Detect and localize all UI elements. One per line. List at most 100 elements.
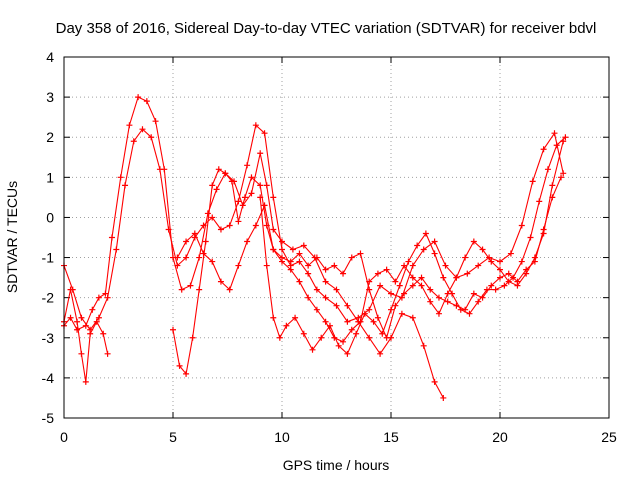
- data-point: [442, 262, 449, 269]
- data-point: [209, 182, 216, 189]
- y-tick-label: -5: [42, 410, 55, 426]
- data-point: [449, 290, 456, 297]
- data-point: [183, 238, 190, 245]
- data-point: [497, 266, 503, 273]
- data-point: [544, 166, 551, 173]
- data-point: [353, 330, 360, 337]
- data-point: [420, 246, 427, 253]
- y-tick-label: 4: [46, 49, 54, 65]
- data-point: [553, 142, 560, 149]
- data-point: [276, 334, 283, 341]
- data-point: [217, 226, 224, 233]
- data-point: [326, 322, 333, 329]
- data-point: [156, 166, 163, 173]
- data-point: [122, 182, 129, 189]
- data-point: [529, 178, 536, 185]
- data-point: [409, 274, 416, 281]
- y-tick-label: 2: [46, 129, 54, 145]
- series-track-6: [257, 134, 569, 357]
- data-point: [209, 214, 216, 221]
- x-tick-label: 20: [492, 429, 508, 445]
- data-point: [479, 246, 486, 253]
- data-point: [431, 378, 438, 385]
- data-point: [475, 298, 482, 305]
- data-point: [396, 282, 403, 289]
- data-point: [257, 150, 264, 157]
- data-point: [209, 258, 216, 265]
- data-point: [174, 262, 181, 269]
- axis-ticks: 0 5 10 15 20 25 -5 -4 -3 -2 -1 0 1 2 3 4: [42, 49, 617, 445]
- data-point: [89, 306, 96, 313]
- data-point: [204, 210, 211, 217]
- data-point: [226, 286, 233, 293]
- data-point: [409, 262, 416, 269]
- data-point: [95, 314, 102, 321]
- data-point: [401, 290, 408, 297]
- data-point: [222, 170, 229, 177]
- data-point: [414, 242, 421, 249]
- data-point: [540, 146, 547, 153]
- data-point: [340, 270, 347, 277]
- data-point: [152, 118, 159, 125]
- data-point: [388, 306, 394, 313]
- data-point: [464, 270, 471, 277]
- data-point: [187, 282, 194, 289]
- data-point: [305, 262, 312, 269]
- data-point: [366, 334, 373, 341]
- data-point: [113, 246, 120, 253]
- data-point: [102, 290, 109, 297]
- data-point: [196, 286, 203, 293]
- data-point: [383, 334, 390, 341]
- data-point: [497, 258, 503, 265]
- data-point: [200, 222, 207, 229]
- data-point: [518, 258, 525, 265]
- data-point: [287, 258, 294, 265]
- data-point: [357, 250, 364, 257]
- data-point: [374, 270, 381, 277]
- series-track-5: [174, 138, 567, 345]
- data-point: [366, 306, 373, 313]
- y-tick-label: 0: [46, 209, 54, 225]
- data-point: [279, 246, 285, 253]
- y-tick-label: -4: [42, 370, 55, 386]
- data-point: [333, 302, 340, 309]
- data-point: [217, 278, 224, 285]
- data-point: [305, 270, 312, 277]
- data-point: [514, 282, 521, 289]
- data-point: [431, 238, 438, 245]
- data-point: [344, 350, 351, 357]
- data-point: [300, 330, 307, 337]
- data-point: [183, 254, 190, 261]
- data-point: [93, 318, 100, 325]
- data-point: [176, 362, 183, 369]
- data-point: [270, 246, 277, 253]
- data-point: [505, 270, 512, 277]
- data-point: [322, 294, 329, 301]
- data-point: [418, 282, 425, 289]
- data-point: [279, 238, 285, 245]
- data-point: [300, 242, 307, 249]
- grid: [64, 57, 609, 418]
- data-point: [374, 314, 381, 321]
- data-point: [196, 254, 203, 261]
- data-point: [466, 310, 473, 317]
- data-point: [366, 278, 373, 285]
- data-point: [261, 202, 268, 209]
- data-point: [344, 302, 351, 309]
- data-point: [344, 318, 351, 325]
- y-tick-label: -1: [42, 250, 55, 266]
- data-point: [183, 370, 190, 377]
- data-point: [377, 282, 384, 289]
- y-tick-label: -3: [42, 330, 55, 346]
- data-point: [200, 250, 207, 257]
- data-point: [527, 234, 534, 241]
- data-point: [392, 302, 399, 309]
- data-point: [435, 310, 442, 317]
- series-track-3: [61, 122, 567, 333]
- x-tick-label: 0: [60, 429, 68, 445]
- data-point: [289, 246, 296, 253]
- y-axis-title: SDTVAR / TECUs: [4, 181, 20, 293]
- data-point: [361, 310, 368, 317]
- data-point: [95, 294, 102, 301]
- data-point: [483, 286, 490, 293]
